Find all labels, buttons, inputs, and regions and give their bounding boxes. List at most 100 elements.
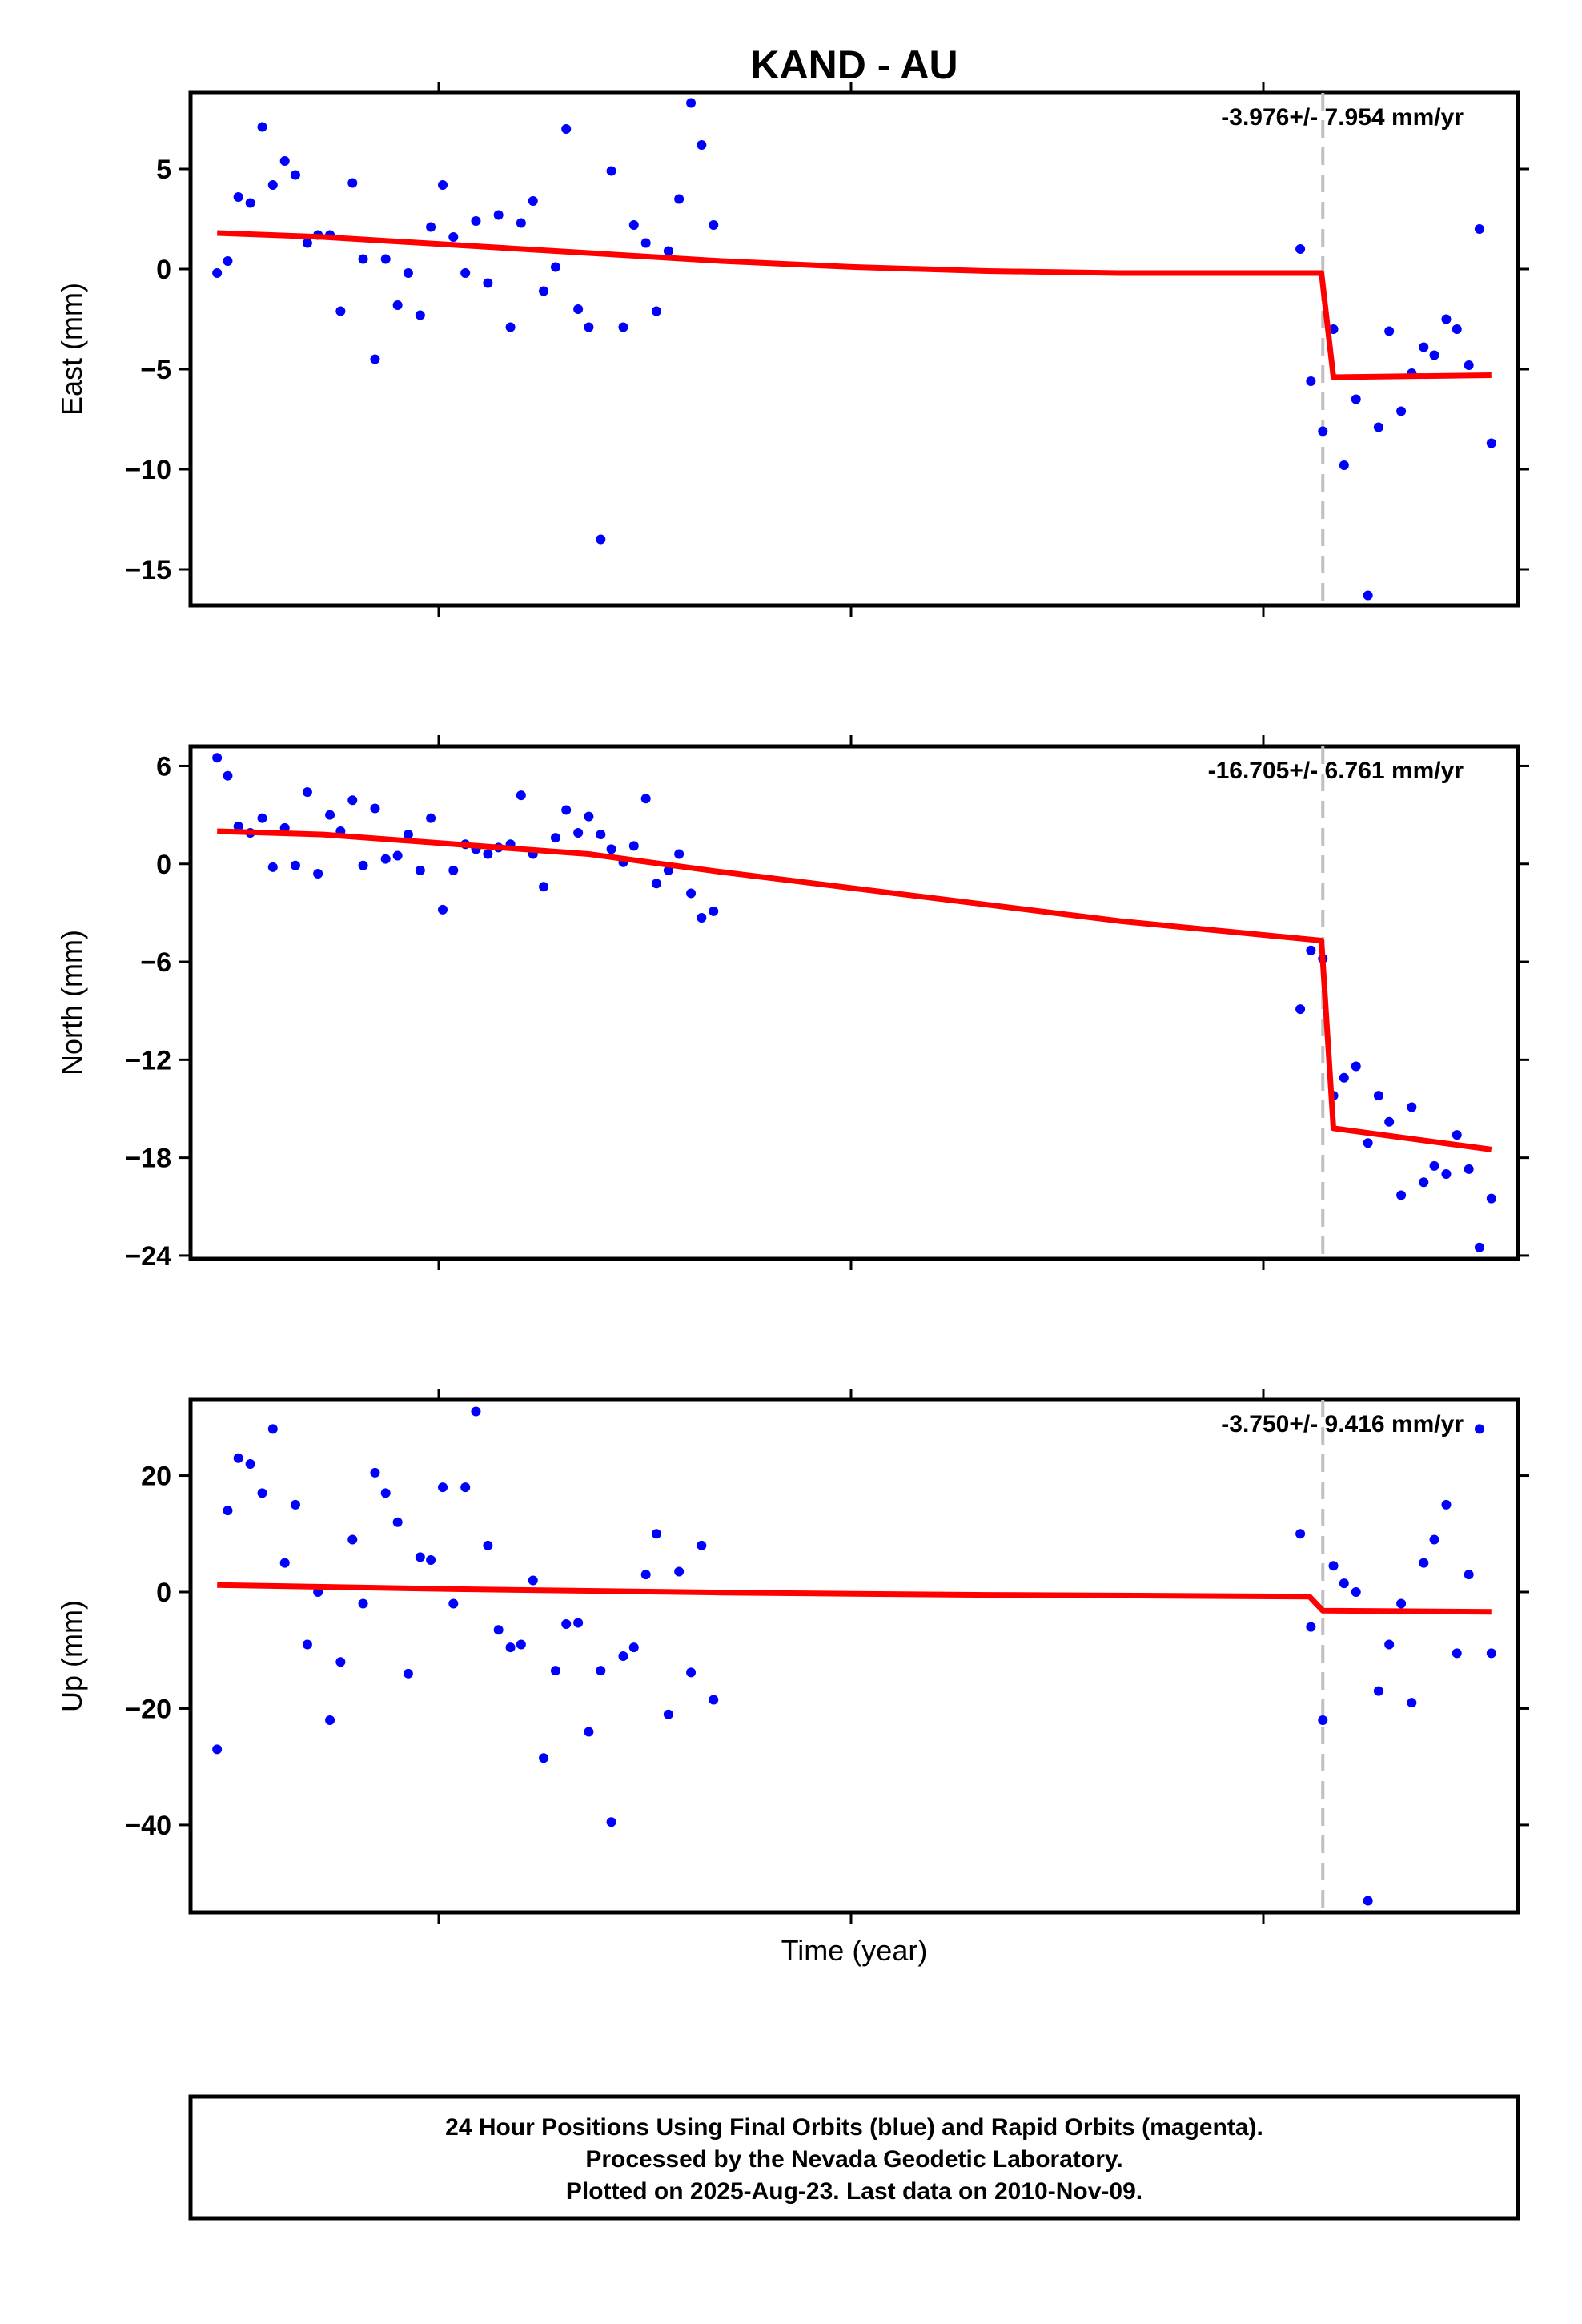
north-data-point	[223, 770, 233, 781]
north-data-point	[640, 794, 651, 804]
north-data-point	[1384, 1116, 1395, 1127]
north-data-point	[380, 854, 391, 864]
north-data-point	[628, 841, 639, 851]
up-data-point	[618, 1651, 628, 1661]
north-data-point	[1295, 1004, 1306, 1015]
chart-title: KAND - AU	[750, 42, 958, 87]
north-plot-frame	[188, 744, 1520, 1261]
north-data-point	[358, 860, 368, 870]
north-data-point	[1429, 1160, 1439, 1171]
north-data-point	[448, 865, 459, 875]
up-data-point	[663, 1709, 673, 1719]
north-data-point	[1452, 1130, 1462, 1140]
up-data-point	[1452, 1648, 1462, 1659]
east-rate-label: -3.976+/- 7.954 mm/yr	[1221, 104, 1464, 131]
up-data-point	[1306, 1622, 1316, 1632]
east-y-tick-label: 5	[156, 155, 171, 185]
north-data-point	[686, 888, 697, 899]
north-data-point	[550, 833, 560, 843]
east-data-point	[561, 124, 572, 134]
north-data-point	[1419, 1177, 1429, 1188]
north-data-point	[606, 844, 616, 854]
east-y-tick-label: −5	[140, 355, 171, 385]
east-data-point	[1328, 324, 1339, 334]
north-data-point	[290, 860, 300, 870]
east-data-point	[1318, 426, 1328, 436]
east-data-point	[584, 322, 594, 332]
up-data-point	[233, 1453, 243, 1463]
up-data-point	[267, 1424, 278, 1434]
up-data-point	[1464, 1570, 1474, 1580]
up-data-point	[223, 1506, 233, 1516]
up-data-point	[686, 1667, 697, 1678]
up-data-point	[380, 1488, 391, 1498]
north-data-point	[663, 865, 673, 875]
up-data-point	[606, 1817, 616, 1827]
east-data-point	[1474, 224, 1484, 234]
east-data-point	[697, 140, 707, 150]
up-model-line	[217, 1582, 1492, 1615]
up-data-point	[290, 1499, 300, 1510]
up-data-point	[1419, 1558, 1429, 1568]
north-data-point	[1486, 1193, 1496, 1204]
north-data-point	[1396, 1190, 1407, 1200]
up-data-point	[1351, 1587, 1361, 1597]
east-data-point	[257, 122, 267, 132]
north-y-tick-label: −18	[125, 1144, 171, 1174]
east-data-point	[290, 170, 300, 180]
north-data-point	[313, 868, 323, 879]
north-data-point	[212, 753, 223, 763]
east-model-line	[217, 230, 1492, 380]
up-data-point	[471, 1406, 481, 1417]
up-data-point	[438, 1482, 448, 1493]
up-y-tick-label: −20	[125, 1694, 171, 1724]
up-data-point	[1384, 1639, 1395, 1650]
north-data-point	[1464, 1164, 1474, 1174]
up-rate-label: -3.750+/- 9.416 mm/yr	[1221, 1411, 1464, 1437]
east-data-point	[493, 210, 504, 220]
north-y-tick-label: −12	[125, 1045, 171, 1076]
footer-line-2: Processed by the Nevada Geodetic Laborat…	[585, 2146, 1122, 2173]
north-data-point	[233, 821, 243, 831]
up-data-point	[279, 1558, 290, 1568]
east-y-axis-label: East (mm)	[55, 283, 88, 416]
footer-box: 24 Hour Positions Using Final Orbits (bl…	[188, 2094, 1520, 2221]
east-data-point	[709, 220, 719, 230]
up-data-point	[1295, 1529, 1306, 1539]
north-panel: 6 0 −6 −12 −18 −24 North (mm) -16.705+/- 6.761 …	[55, 735, 1529, 1272]
up-data-point	[1407, 1698, 1417, 1708]
east-data-point	[1306, 376, 1316, 386]
east-data-point	[516, 218, 526, 228]
up-data-point	[709, 1695, 719, 1705]
north-y-axis-label: North (mm)	[55, 930, 88, 1076]
up-data-point	[674, 1566, 685, 1577]
north-data-point	[483, 849, 493, 859]
north-data-point	[426, 813, 436, 823]
up-y-tick-label: 0	[156, 1578, 171, 1608]
up-data-point	[370, 1467, 380, 1478]
north-data-point	[1306, 945, 1316, 955]
east-data-point	[415, 310, 425, 320]
up-data-point	[1396, 1598, 1407, 1609]
east-data-point	[335, 306, 346, 316]
east-data-point	[686, 98, 697, 108]
north-data-point	[1351, 1061, 1361, 1072]
east-data-point	[1452, 324, 1462, 334]
east-data-point	[596, 534, 606, 545]
up-data-point	[561, 1619, 572, 1629]
up-panel: 20 0 −20 −40 Up (mm) -3.750+/- 9.416 mm/yr	[55, 1389, 1529, 1924]
up-data-point	[245, 1459, 255, 1469]
east-data-point	[606, 166, 616, 176]
east-y-tick-label: −15	[125, 555, 171, 585]
up-data-point	[313, 1587, 323, 1597]
north-y-tick-label: 6	[156, 751, 171, 782]
up-data-point	[505, 1642, 516, 1653]
up-data-point	[640, 1570, 651, 1580]
east-data-point	[1384, 326, 1395, 336]
up-data-point	[1318, 1715, 1328, 1725]
up-data-point	[448, 1598, 459, 1609]
east-data-point	[663, 246, 673, 256]
east-data-point	[1486, 438, 1496, 448]
east-data-point	[550, 262, 560, 272]
